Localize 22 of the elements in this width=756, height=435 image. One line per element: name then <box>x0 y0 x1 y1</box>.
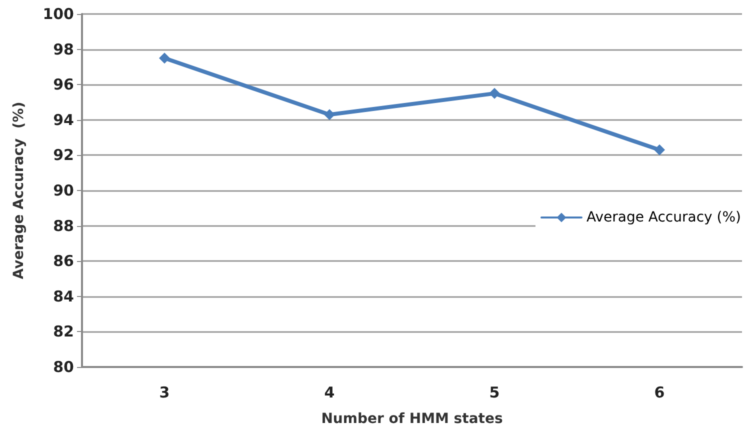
point <box>654 144 665 156</box>
y-tick-label: 84 <box>53 287 74 306</box>
point <box>324 109 335 120</box>
x-axis-title: Number of HMM states <box>321 411 503 427</box>
point <box>489 88 500 99</box>
x-tick-label: 3 <box>159 384 170 402</box>
y-tick-label: 100 <box>42 5 74 23</box>
y-axis-title: Average Accuracy (%) <box>11 102 27 280</box>
y-tick-label: 80 <box>53 358 74 376</box>
y-tick-label: 86 <box>53 252 74 270</box>
y-tick-label: 96 <box>53 76 74 94</box>
y-tick-label: 94 <box>53 110 74 129</box>
point <box>159 52 170 64</box>
x-tick-label: 4 <box>324 384 335 402</box>
y-tick-label: 82 <box>53 322 74 341</box>
x-tick-label: 5 <box>489 384 500 402</box>
y-tick-label: 98 <box>53 40 74 58</box>
y-tick-label: 90 <box>53 182 74 200</box>
y-tick-label: 92 <box>53 146 74 164</box>
y-tick-label: 88 <box>53 216 74 235</box>
x-tick-label: 6 <box>654 384 665 402</box>
legend-label: Average Accuracy (%) <box>586 210 742 226</box>
